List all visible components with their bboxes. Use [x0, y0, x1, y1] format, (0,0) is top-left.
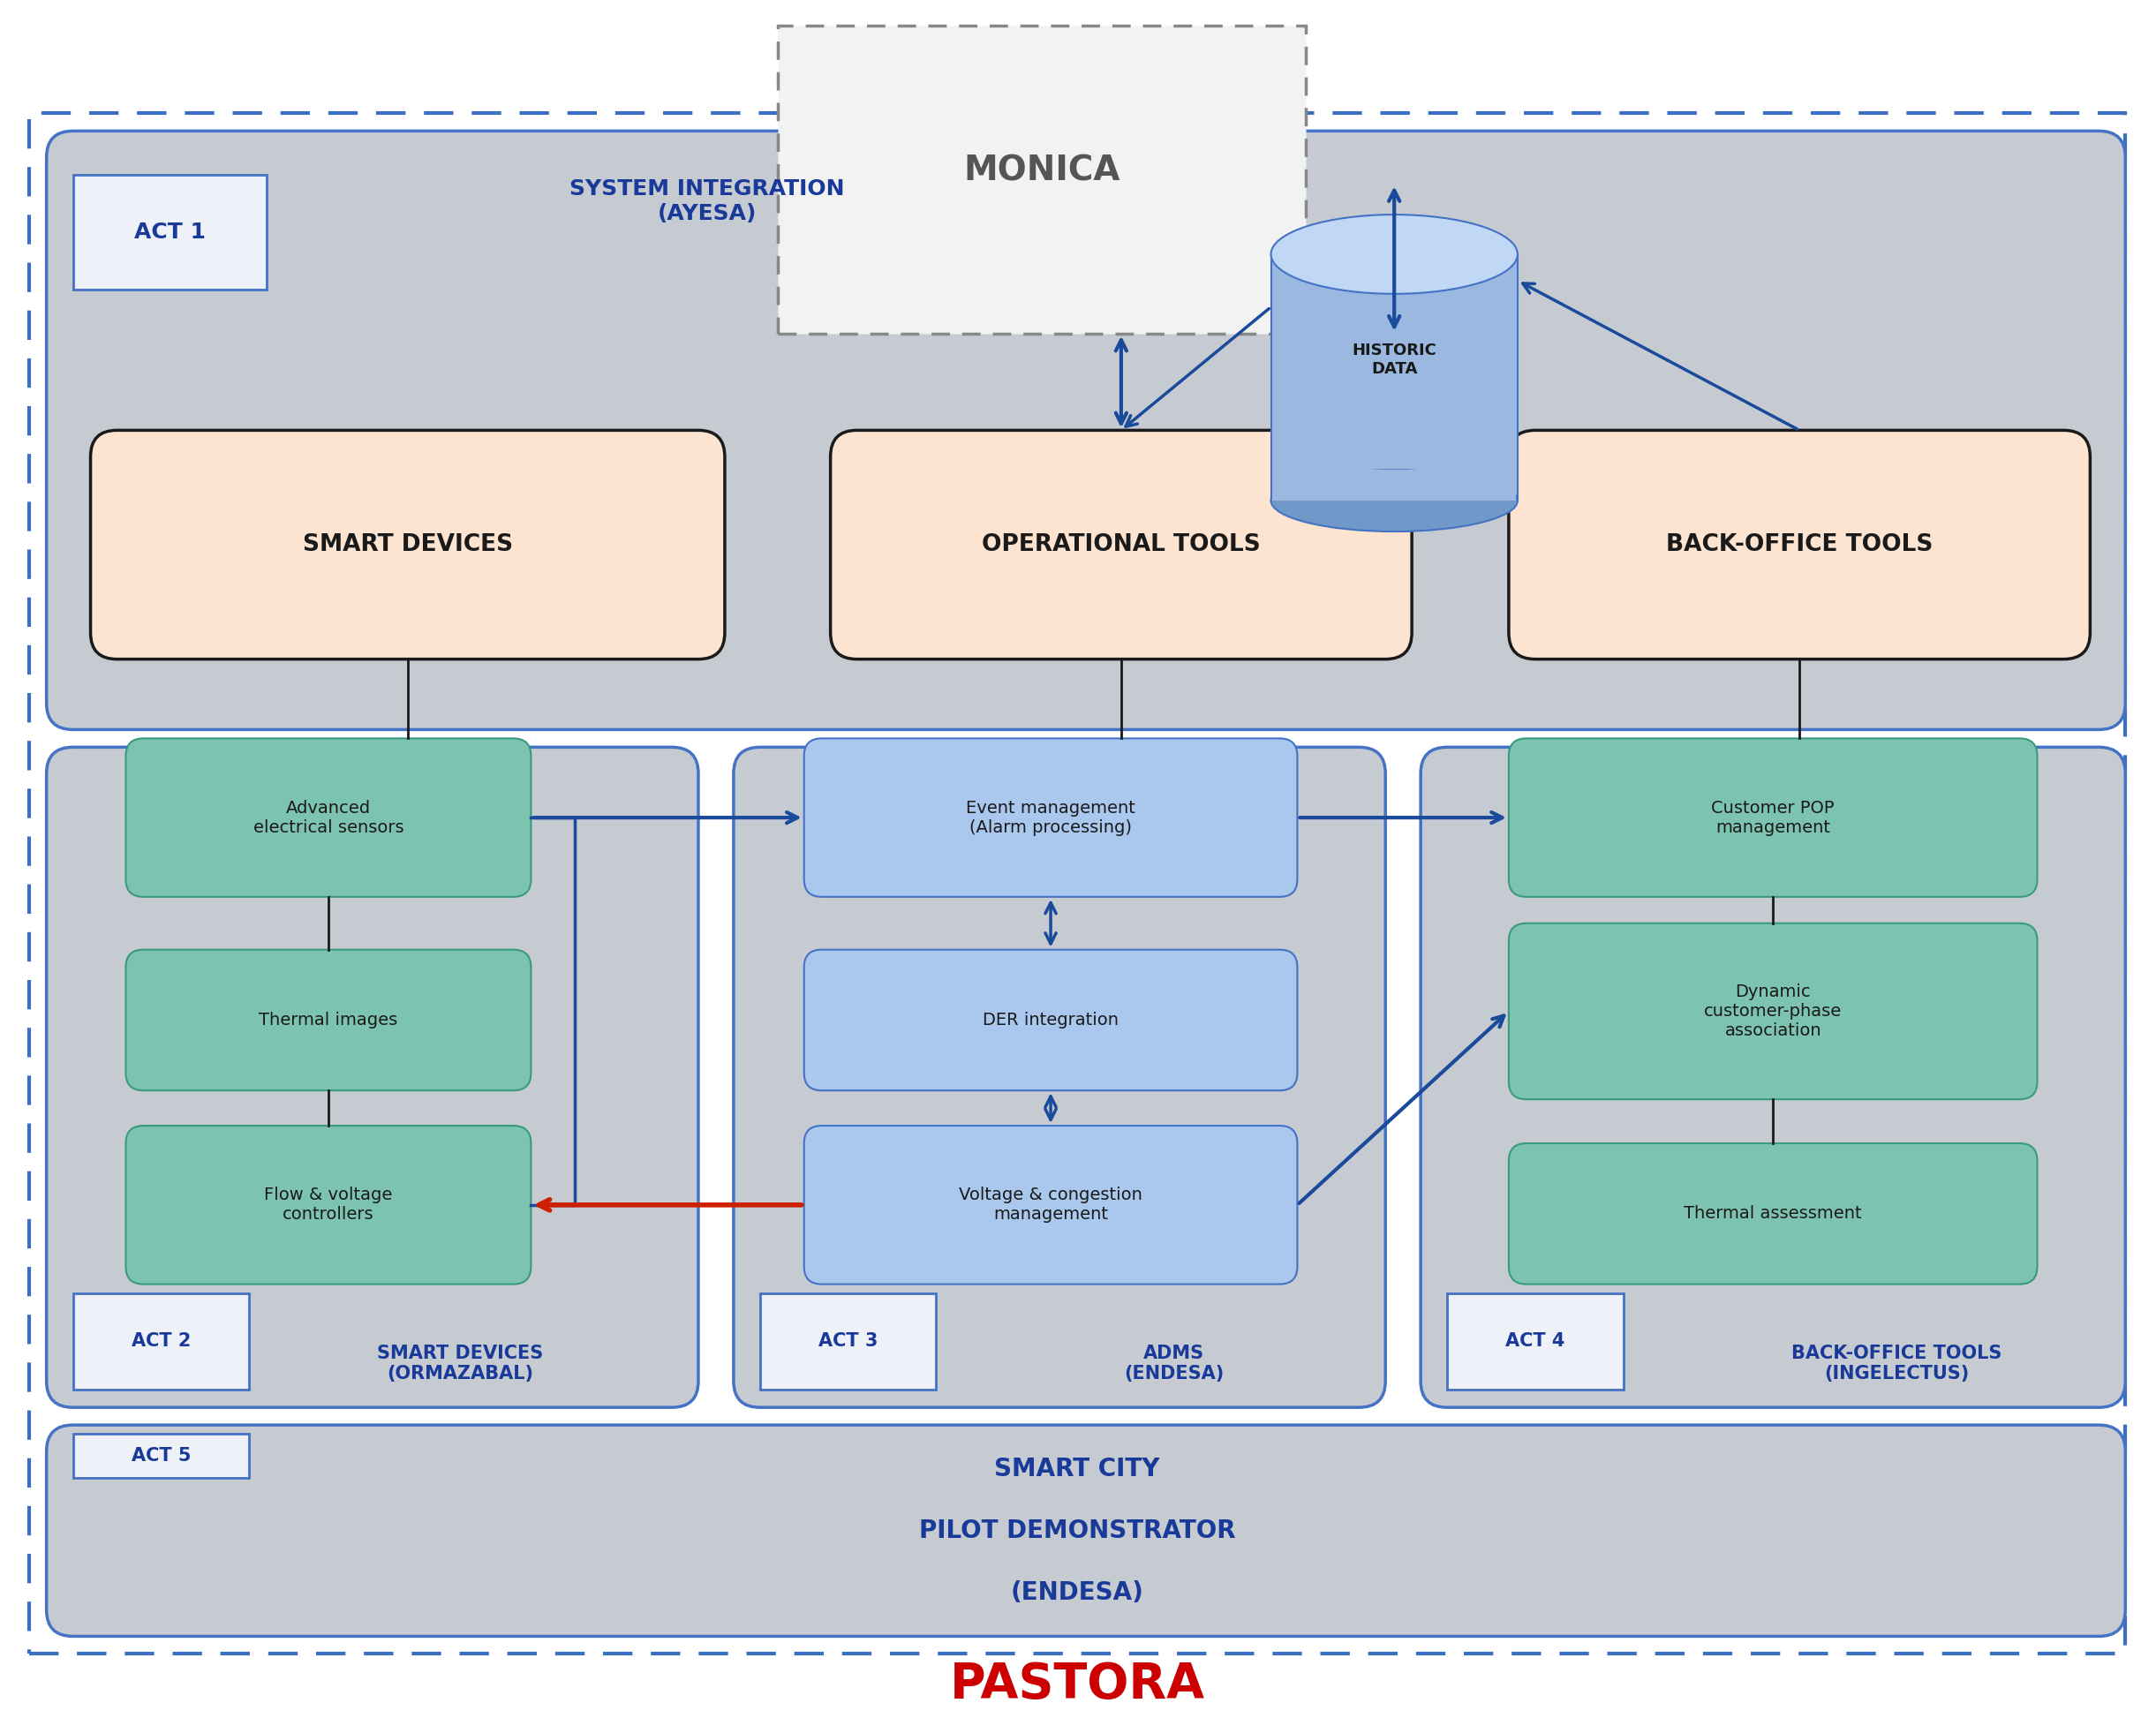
Text: BACK-OFFICE TOOLS
(INGELECTUS): BACK-OFFICE TOOLS (INGELECTUS) [1792, 1343, 2001, 1383]
FancyBboxPatch shape [804, 1125, 1298, 1283]
Text: HISTORIC
DATA: HISTORIC DATA [1352, 342, 1436, 376]
Text: ADMS
(ENDESA): ADMS (ENDESA) [1123, 1343, 1225, 1383]
Ellipse shape [1270, 471, 1518, 531]
Text: SYSTEM INTEGRATION
(AYESA): SYSTEM INTEGRATION (AYESA) [569, 179, 845, 225]
FancyBboxPatch shape [125, 950, 530, 1091]
FancyBboxPatch shape [733, 747, 1386, 1407]
Text: Customer POP
management: Customer POP management [1712, 799, 1835, 835]
Text: Dynamic
customer-phase
association: Dynamic customer-phase association [1703, 983, 1841, 1039]
FancyBboxPatch shape [761, 1294, 936, 1390]
FancyBboxPatch shape [125, 1125, 530, 1283]
Text: MONICA: MONICA [964, 155, 1121, 187]
FancyBboxPatch shape [804, 950, 1298, 1091]
FancyBboxPatch shape [804, 739, 1298, 897]
Text: PASTORA: PASTORA [949, 1661, 1205, 1708]
FancyBboxPatch shape [1270, 254, 1518, 500]
Text: ACT 4: ACT 4 [1505, 1333, 1565, 1350]
Text: DER integration: DER integration [983, 1012, 1119, 1029]
FancyBboxPatch shape [47, 747, 699, 1407]
FancyBboxPatch shape [73, 1435, 250, 1477]
Text: PILOT DEMONSTRATOR: PILOT DEMONSTRATOR [918, 1519, 1235, 1543]
Text: OPERATIONAL TOOLS: OPERATIONAL TOOLS [981, 533, 1261, 557]
Text: ACT 3: ACT 3 [819, 1333, 877, 1350]
FancyBboxPatch shape [1509, 923, 2037, 1100]
Text: SMART DEVICES
(ORMAZABAL): SMART DEVICES (ORMAZABAL) [377, 1343, 543, 1383]
Text: SMART DEVICES: SMART DEVICES [302, 533, 513, 557]
FancyBboxPatch shape [1421, 747, 2126, 1407]
FancyBboxPatch shape [73, 175, 267, 289]
FancyBboxPatch shape [1509, 430, 2089, 660]
Text: Thermal assessment: Thermal assessment [1684, 1206, 1863, 1221]
FancyBboxPatch shape [778, 26, 1307, 333]
Text: Thermal images: Thermal images [259, 1012, 399, 1029]
Text: BACK-OFFICE TOOLS: BACK-OFFICE TOOLS [1667, 533, 1934, 557]
FancyBboxPatch shape [1509, 1142, 2037, 1283]
Text: Event management
(Alarm processing): Event management (Alarm processing) [966, 799, 1136, 835]
Text: ACT 5: ACT 5 [132, 1447, 192, 1465]
FancyBboxPatch shape [830, 430, 1412, 660]
FancyBboxPatch shape [1272, 471, 1516, 500]
Ellipse shape [1270, 215, 1518, 294]
FancyBboxPatch shape [1447, 1294, 1623, 1390]
Text: ACT 2: ACT 2 [132, 1333, 190, 1350]
FancyBboxPatch shape [73, 1294, 250, 1390]
FancyBboxPatch shape [47, 1424, 2126, 1636]
FancyBboxPatch shape [47, 131, 2126, 730]
FancyBboxPatch shape [125, 739, 530, 897]
Text: Voltage & congestion
management: Voltage & congestion management [959, 1187, 1143, 1223]
FancyBboxPatch shape [91, 430, 724, 660]
FancyBboxPatch shape [1509, 739, 2037, 897]
Text: Flow & voltage
controllers: Flow & voltage controllers [265, 1187, 392, 1223]
Text: (ENDESA): (ENDESA) [1011, 1581, 1143, 1605]
Text: ACT 1: ACT 1 [134, 222, 205, 242]
Text: Advanced
electrical sensors: Advanced electrical sensors [252, 799, 403, 835]
Text: SMART CITY: SMART CITY [994, 1457, 1160, 1481]
